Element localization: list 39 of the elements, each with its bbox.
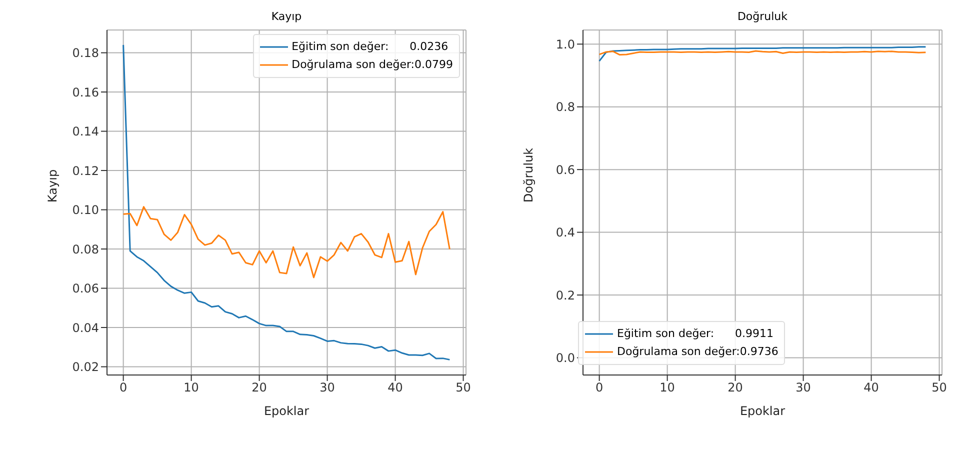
line-series xyxy=(122,206,450,278)
y-tick-label: 0.0 xyxy=(556,351,575,366)
x-axis-title: Epoklar xyxy=(264,404,310,418)
y-tick-label: 0.14 xyxy=(72,124,99,139)
y-tick-label: 0.04 xyxy=(72,320,99,335)
x-tick-label: 20 xyxy=(252,380,267,395)
line-series xyxy=(598,46,926,62)
x-tick-label: 50 xyxy=(932,380,947,395)
legend-label: Doğrulama son değer:0.9736 xyxy=(617,344,778,360)
x-tick-label: 40 xyxy=(864,380,879,395)
x-tick-label: 50 xyxy=(456,380,471,395)
x-tick-label: 10 xyxy=(660,380,675,395)
x-tick-label: 30 xyxy=(796,380,811,395)
y-tick-label: 1.0 xyxy=(556,37,575,52)
x-tick-label: 40 xyxy=(388,380,403,395)
y-tick-label: 0.16 xyxy=(72,85,99,100)
x-tick-label: 20 xyxy=(728,380,743,395)
chart-title: Kayıp xyxy=(270,10,303,23)
chart-title: Doğruluk xyxy=(736,10,789,23)
y-axis-title: Doğruluk xyxy=(521,148,536,202)
x-tick-label: 0 xyxy=(120,380,128,395)
y-tick-label: 0.10 xyxy=(72,203,99,218)
x-axis-title: Epoklar xyxy=(740,404,786,418)
x-tick-label: 0 xyxy=(596,380,604,395)
y-tick-label: 0.18 xyxy=(72,46,99,60)
y-tick-label: 0.08 xyxy=(72,242,99,256)
y-axis-title: Kayıp xyxy=(45,169,60,202)
y-tick-label: 0.6 xyxy=(556,162,575,177)
x-tick-label: 30 xyxy=(320,380,335,395)
y-tick-label: 0.8 xyxy=(556,100,575,114)
x-tick-label: 10 xyxy=(184,380,199,395)
y-tick-label: 0.12 xyxy=(72,164,99,178)
y-tick-label: 0.06 xyxy=(72,282,99,296)
legend-label: Eğitim son değer: 0.9911 xyxy=(617,326,774,342)
legend-label: Eğitim son değer: 0.0236 xyxy=(292,39,448,55)
y-tick-label: 0.4 xyxy=(556,226,575,240)
y-tick-label: 0.2 xyxy=(556,288,575,302)
legend-label: Doğrulama son değer:0.0799 xyxy=(292,57,453,73)
y-tick-label: 0.02 xyxy=(72,360,99,374)
